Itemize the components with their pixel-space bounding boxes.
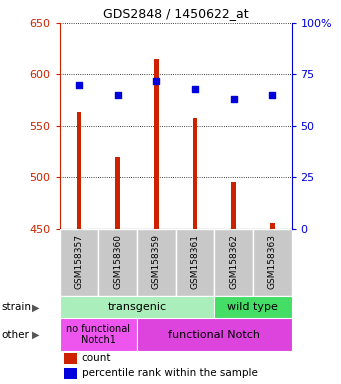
Text: count: count xyxy=(82,353,111,363)
Text: other: other xyxy=(2,329,30,339)
Bar xyxy=(137,228,176,296)
Bar xyxy=(60,228,98,296)
Text: strain: strain xyxy=(2,302,32,312)
Bar xyxy=(214,296,292,318)
Bar xyxy=(60,296,214,318)
Bar xyxy=(115,157,120,228)
Point xyxy=(269,92,275,98)
Text: GSM158360: GSM158360 xyxy=(113,234,122,289)
Text: percentile rank within the sample: percentile rank within the sample xyxy=(82,368,257,378)
Text: GSM158361: GSM158361 xyxy=(190,234,199,289)
Text: GSM158357: GSM158357 xyxy=(74,234,84,289)
Bar xyxy=(137,318,292,351)
Point xyxy=(231,96,236,102)
Bar xyxy=(253,228,292,296)
Bar xyxy=(214,228,253,296)
Bar xyxy=(193,118,197,228)
Point xyxy=(192,86,198,92)
Text: no functional
Notch1: no functional Notch1 xyxy=(66,324,130,346)
Bar xyxy=(64,353,77,364)
Text: ▶: ▶ xyxy=(32,329,40,339)
Text: ▶: ▶ xyxy=(32,302,40,312)
Point xyxy=(115,92,120,98)
Bar xyxy=(60,318,137,351)
Text: wild type: wild type xyxy=(227,302,278,312)
Text: GSM158362: GSM158362 xyxy=(229,234,238,289)
Text: GSM158359: GSM158359 xyxy=(152,234,161,289)
Point xyxy=(153,78,159,84)
Text: transgenic: transgenic xyxy=(107,302,166,312)
Bar xyxy=(270,223,275,228)
Bar xyxy=(231,182,236,228)
Title: GDS2848 / 1450622_at: GDS2848 / 1450622_at xyxy=(103,7,249,20)
Bar xyxy=(98,228,137,296)
Text: GSM158363: GSM158363 xyxy=(268,234,277,289)
Bar xyxy=(154,59,159,228)
Text: functional Notch: functional Notch xyxy=(168,329,260,339)
Point xyxy=(76,82,82,88)
Bar xyxy=(77,113,81,228)
Bar xyxy=(176,228,214,296)
Bar xyxy=(64,367,77,379)
